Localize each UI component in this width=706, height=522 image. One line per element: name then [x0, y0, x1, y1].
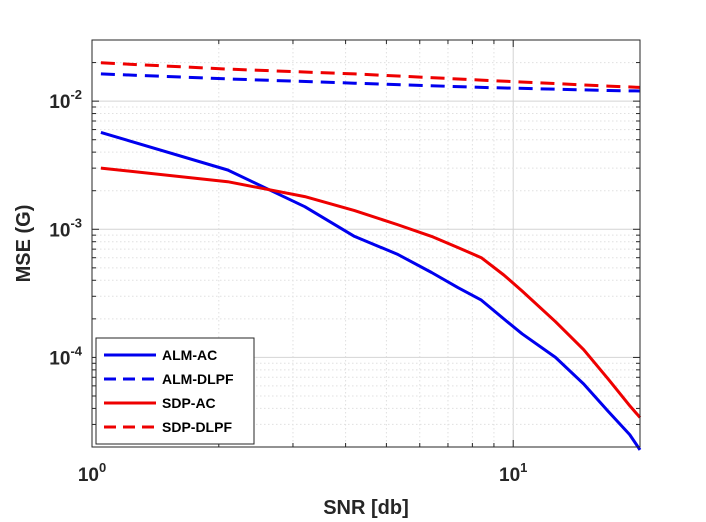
y-tick-label-exponent: -3	[70, 215, 82, 230]
series-line-sdp-dlpf	[100, 61, 641, 89]
y-tick-label: 10-2	[49, 87, 82, 113]
legend-label: SDP-DLPF	[162, 419, 232, 435]
x-tick-label: 101	[499, 460, 527, 486]
x-axis-label: SNR [db]	[323, 497, 409, 519]
series-line-alm-dlpf	[100, 72, 641, 93]
x-tick-label: 100	[78, 460, 106, 486]
x-tick-label-base: 10	[78, 465, 99, 486]
y-axis-label: MSE (G)	[13, 205, 35, 283]
y-axis-tick-labels: 10-210-310-4	[49, 87, 82, 369]
axis-ticks	[91, 39, 641, 448]
plot-area-frame	[91, 39, 641, 448]
legend-label: ALM-AC	[162, 347, 217, 363]
y-tick-label-exponent: -2	[70, 87, 82, 102]
series-line-alm-ac	[100, 130, 642, 451]
x-tick-label-exponent: 1	[520, 460, 527, 475]
y-tick-label-exponent: -4	[70, 343, 82, 358]
legend-label: SDP-AC	[162, 395, 216, 411]
legend: ALM-AC ALM-DLPF SDP-AC SDP-DLPF	[95, 337, 255, 445]
y-tick-label-base: 10	[49, 220, 70, 241]
series-lines	[100, 61, 642, 451]
x-tick-label-base: 10	[499, 465, 520, 486]
y-tick-label-base: 10	[49, 92, 70, 113]
legend-label: ALM-DLPF	[162, 371, 234, 387]
x-axis-tick-labels: 100 101	[78, 460, 528, 486]
y-tick-label: 10-3	[49, 215, 82, 241]
y-tick-label-base: 10	[49, 348, 70, 369]
x-tick-label-exponent: 0	[99, 460, 106, 475]
series-line-sdp-ac	[100, 166, 642, 419]
y-tick-label: 10-4	[49, 343, 82, 369]
